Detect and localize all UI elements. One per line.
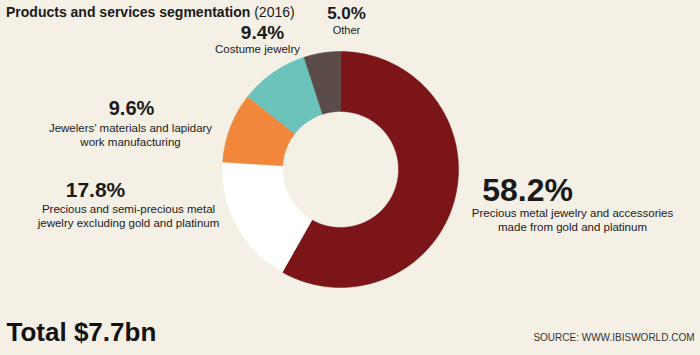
svg-text:9.4%: 9.4% bbox=[241, 22, 284, 43]
html-text:Products and services segmenta: Products and services segmentation (2016… bbox=[6, 4, 295, 20]
svg-text:17.8%: 17.8% bbox=[66, 178, 126, 201]
svg-text:Jewelers’ materials and lapida: Jewelers’ materials and lapidarywork man… bbox=[49, 122, 212, 148]
svg-text:SOURCE: WWW.IBISWORLD.COM: SOURCE: WWW.IBISWORLD.COM bbox=[533, 332, 694, 343]
svg-text:58.2%: 58.2% bbox=[482, 172, 573, 208]
svg-text:9.6%: 9.6% bbox=[109, 97, 155, 119]
svg-text:5.0%: 5.0% bbox=[327, 4, 366, 23]
svg-text:Total $7.7bn: Total $7.7bn bbox=[7, 317, 157, 347]
svg-text:Costume jewelry: Costume jewelry bbox=[215, 43, 300, 55]
svg-text:Other: Other bbox=[333, 24, 361, 36]
svg-text:Precious metal jewelry and acc: Precious metal jewelry and accessoriesma… bbox=[472, 207, 674, 233]
svg-text:Precious and semi-precious met: Precious and semi-precious metaljewelry … bbox=[37, 203, 220, 229]
